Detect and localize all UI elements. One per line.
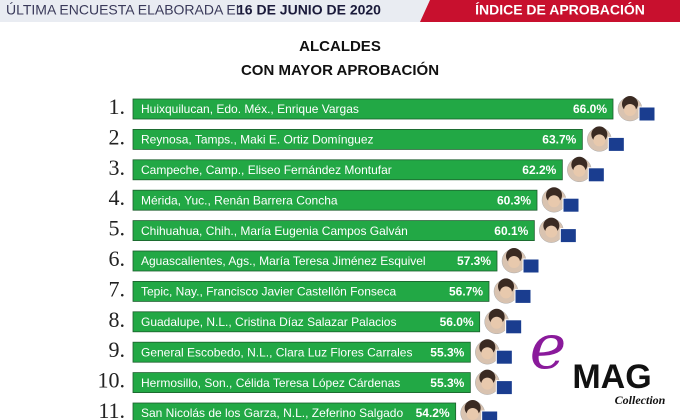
avatar-face xyxy=(481,347,494,360)
rank: 2. xyxy=(109,124,126,149)
category-label: Tepic, Nay., Francisco Javier Castellón … xyxy=(141,285,397,299)
category-label: Campeche, Camp., Eliseo Fernández Montuf… xyxy=(141,163,392,177)
avatar-face xyxy=(466,408,479,420)
value-label: 62.2% xyxy=(522,163,556,177)
rank: 9. xyxy=(109,337,126,362)
bar xyxy=(132,402,457,420)
party-logo xyxy=(607,136,625,152)
rank: 11. xyxy=(98,398,125,420)
rank: 6. xyxy=(109,246,126,271)
bar xyxy=(132,220,535,242)
bar xyxy=(132,189,538,211)
avatar-face xyxy=(481,377,494,390)
bar xyxy=(132,280,490,302)
party-logo xyxy=(587,167,605,183)
value-label: 66.0% xyxy=(573,102,607,116)
party-logo xyxy=(562,197,580,213)
category-label: Guadalupe, N.L., Cristina Díaz Salazar P… xyxy=(141,315,396,329)
avatar-face xyxy=(624,104,636,116)
watermark: e MAG Collection xyxy=(530,310,666,407)
party-logo xyxy=(505,319,523,335)
rank: 10. xyxy=(98,368,126,393)
bar xyxy=(132,98,614,120)
bar xyxy=(132,159,563,181)
watermark-letter: e xyxy=(530,310,567,383)
rank: 8. xyxy=(109,307,126,332)
bar xyxy=(132,372,471,394)
bar xyxy=(132,250,498,272)
category-label: Mérida, Yuc., Renán Barrera Concha xyxy=(141,193,338,207)
value-label: 55.3% xyxy=(430,376,464,390)
value-label: 56.7% xyxy=(449,285,483,299)
party-logo xyxy=(559,228,577,244)
header-left: ÚLTIMA ENCUESTA ELABORADA EL xyxy=(6,2,244,18)
header-right: ÍNDICE DE APROBACIÓN xyxy=(475,1,645,18)
party-logo xyxy=(495,349,513,365)
header-accent xyxy=(420,0,680,22)
party-logo xyxy=(522,258,540,274)
value-label: 56.0% xyxy=(440,315,474,329)
avatar-face xyxy=(545,225,558,238)
avatar-face xyxy=(593,134,606,147)
avatar-face xyxy=(548,195,560,208)
rank: 7. xyxy=(109,276,126,301)
party-logo xyxy=(514,288,532,304)
category-label: Huixquilucan, Edo. Méx., Enrique Vargas xyxy=(141,102,359,116)
value-label: 63.7% xyxy=(542,133,576,147)
category-label: Chihuahua, Chih., María Eugenia Campos G… xyxy=(141,224,408,238)
value-label: 54.2% xyxy=(416,406,450,420)
header-date: 16 DE JUNIO DE 2020 xyxy=(237,2,381,18)
value-label: 57.3% xyxy=(457,254,491,268)
category-label: Reynosa, Tamps., Maki E. Ortiz Domínguez xyxy=(141,133,374,147)
party-logo xyxy=(481,410,499,420)
watermark-brand: MAG xyxy=(572,358,651,396)
rank: 3. xyxy=(109,155,126,180)
avatar-face xyxy=(490,316,503,329)
bar xyxy=(132,128,583,150)
avatar-face xyxy=(573,164,586,177)
chart-title: ALCALDES xyxy=(299,38,381,55)
bar xyxy=(132,341,471,363)
rank: 1. xyxy=(109,94,126,119)
value-label: 55.3% xyxy=(430,345,464,359)
watermark-sub: Collection xyxy=(615,393,666,407)
chart-subtitle: CON MAYOR APROBACIÓN xyxy=(241,61,439,79)
party-logo xyxy=(638,106,656,122)
category-label: Aguascalientes, Ags., María Teresa Jimén… xyxy=(141,254,426,268)
avatar-face xyxy=(500,286,512,299)
category-label: Hermosillo, Son., Célida Teresa López Cá… xyxy=(141,376,400,390)
party-logo xyxy=(495,380,513,396)
rank: 5. xyxy=(109,216,126,241)
avatar-face xyxy=(508,256,520,268)
value-label: 60.3% xyxy=(497,193,531,207)
category-label: General Escobedo, N.L., Clara Luz Flores… xyxy=(141,345,412,359)
category-label: San Nicolás de los Garza, N.L., Zeferino… xyxy=(141,406,403,420)
rank: 4. xyxy=(109,185,126,210)
value-label: 60.1% xyxy=(494,224,528,238)
bar xyxy=(132,311,481,333)
